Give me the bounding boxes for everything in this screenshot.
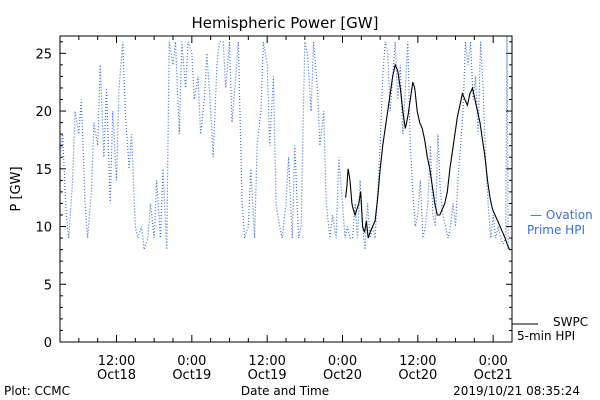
x-tick-label-date: Oct18 (97, 368, 136, 383)
y-tick-label: 10 (35, 221, 52, 236)
y-tick-label: 25 (35, 47, 52, 62)
series-layer (59, 35, 511, 250)
y-tick-label: 15 (35, 163, 52, 178)
x-tick-label-time: 12:00 (248, 354, 285, 369)
x-tick-label-date: Oct20 (323, 368, 362, 383)
x-tick-label-date: Oct21 (474, 368, 513, 383)
chart-title: Hemispheric Power [GW] (192, 14, 379, 32)
series-ovation-prime-line (59, 35, 509, 250)
y-tick-label: 5 (44, 278, 52, 293)
x-axis-ticks: 12:00Oct180:00Oct1912:00Oct190:00Oct2012… (59, 36, 513, 383)
x-tick-label-date: Oct19 (172, 368, 211, 383)
y-tick-label: 0 (44, 336, 52, 351)
y-tick-label: 20 (35, 105, 52, 120)
legend-swpc-line1: SWPC (553, 315, 588, 329)
legend-ovation-line2: Prime HPI (527, 223, 585, 237)
x-tick-label-time: 12:00 (399, 354, 436, 369)
legend-swpc: SWPC 5-min HPI (512, 315, 588, 343)
legend-swpc-line2: 5-min HPI (517, 329, 575, 343)
x-tick-label-date: Oct19 (248, 368, 287, 383)
x-tick-label-time: 0:00 (328, 354, 357, 369)
x-axis-label: Date and Time (241, 384, 329, 398)
legend-ovation-line1: — Ovation (530, 208, 593, 222)
x-tick-label-time: 12:00 (98, 354, 135, 369)
x-tick-label-date: Oct20 (398, 368, 437, 383)
plot-timestamp: 2019/10/21 08:35:24 (453, 384, 580, 398)
plot-frame (59, 35, 513, 343)
legend-ovation: — Ovation Prime HPI (527, 208, 593, 237)
x-tick-label-time: 0:00 (177, 354, 206, 369)
y-axis-label: P [GW] (9, 166, 24, 211)
plot-credit: Plot: CCMC (4, 384, 70, 398)
y-axis-ticks: 0 5 10 15 20 25 (35, 41, 512, 351)
x-tick-label-time: 0:00 (479, 354, 508, 369)
series-swpc-line (345, 63, 511, 250)
